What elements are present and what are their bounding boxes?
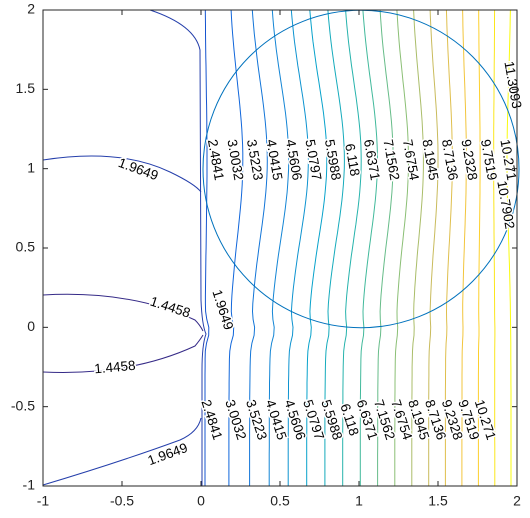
contour-line bbox=[428, 9, 439, 486]
x-tick-label: -1 bbox=[37, 493, 50, 509]
contour-line bbox=[249, 9, 268, 486]
x-tick-label: 0.5 bbox=[270, 493, 290, 509]
contour-line bbox=[493, 9, 496, 486]
contour-line bbox=[377, 9, 394, 486]
y-tick-label: 1 bbox=[27, 159, 35, 175]
y-tick-label: 0.5 bbox=[16, 239, 36, 255]
contour-line bbox=[306, 9, 328, 486]
contour-line bbox=[324, 9, 345, 486]
contour-line bbox=[477, 10, 481, 486]
x-tick-label: 0 bbox=[197, 493, 205, 509]
x-tick-label: -0.5 bbox=[110, 493, 134, 509]
contour-line bbox=[42, 155, 202, 193]
contour-line bbox=[411, 9, 424, 486]
contour-line bbox=[394, 9, 410, 486]
contour-line bbox=[42, 293, 204, 332]
contour-line bbox=[342, 9, 362, 486]
x-tick-label: 1 bbox=[355, 493, 363, 509]
contour-label: 1.4458 bbox=[94, 358, 136, 377]
contour-line bbox=[42, 417, 202, 486]
contour-line bbox=[228, 9, 244, 486]
y-tick-label: 1.5 bbox=[16, 80, 36, 96]
contour-line bbox=[287, 9, 309, 486]
contour-line bbox=[149, 9, 207, 486]
plot-area bbox=[42, 9, 512, 486]
contour-line bbox=[268, 9, 290, 486]
y-tick-label: -1 bbox=[23, 477, 36, 493]
contour-label: 6.118 bbox=[342, 142, 362, 177]
x-tick-label: 1.5 bbox=[428, 493, 448, 509]
y-tick-label: 0 bbox=[27, 318, 35, 334]
contour-line bbox=[42, 334, 204, 373]
contour-line bbox=[204, 9, 210, 486]
contour-line bbox=[444, 9, 453, 486]
x-tick-label: 2 bbox=[513, 493, 521, 509]
contour-line bbox=[506, 9, 512, 486]
y-tick-label: -0.5 bbox=[11, 397, 35, 413]
contour-line bbox=[461, 9, 467, 486]
contour-line bbox=[359, 9, 379, 486]
y-tick-label: 2 bbox=[27, 1, 35, 17]
